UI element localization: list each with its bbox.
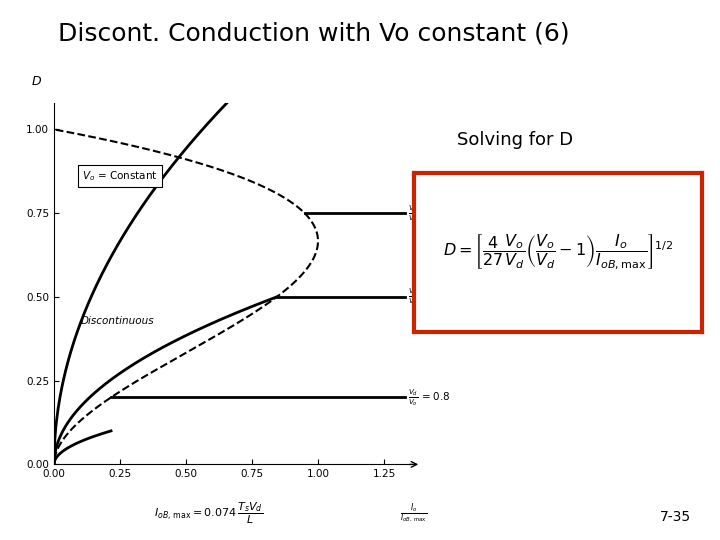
Text: $\frac{V_d}{V_o}$ = 0.25: $\frac{V_d}{V_o}$ = 0.25 [408,202,456,224]
Text: $\frac{V_d}{V_o}$ = 0.5: $\frac{V_d}{V_o}$ = 0.5 [408,286,451,307]
Text: 7-35: 7-35 [660,510,691,524]
Text: $V_o$ = Constant: $V_o$ = Constant [82,170,158,183]
Text: $D = \left[\dfrac{4}{27}\dfrac{V_o}{V_d}\left(\dfrac{V_o}{V_d}-1\right)\dfrac{I_: $D = \left[\dfrac{4}{27}\dfrac{V_o}{V_d}… [443,233,673,272]
Text: $I_{oB,\,\mathrm{max}} = 0.074\,\dfrac{T_s V_d}{L}$: $I_{oB,\,\mathrm{max}} = 0.074\,\dfrac{T… [154,501,264,525]
Text: Solving for D: Solving for D [457,131,573,150]
Text: Discontinuous: Discontinuous [81,316,154,326]
Text: $\frac{V_d}{V_o}$ = 0.8: $\frac{V_d}{V_o}$ = 0.8 [408,387,450,408]
Text: Discont. Conduction with Vo constant (6): Discont. Conduction with Vo constant (6) [58,22,570,45]
Text: $\frac{I_o}{I_{oB,\,\mathrm{max}}}$: $\frac{I_o}{I_{oB,\,\mathrm{max}}}$ [400,501,428,524]
Text: $D$: $D$ [31,75,42,88]
